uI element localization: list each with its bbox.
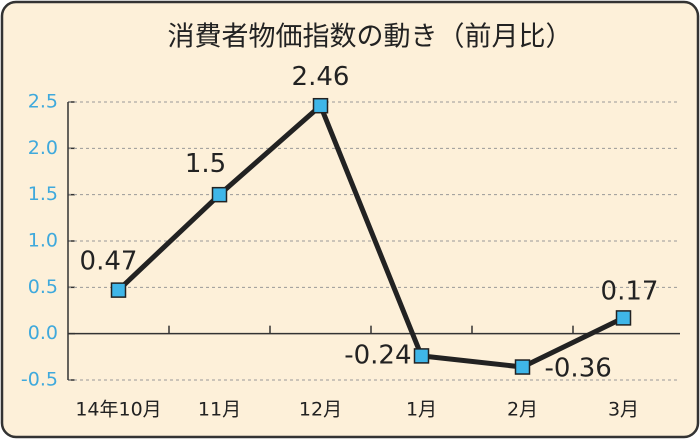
value-label: 1.5 (185, 149, 226, 179)
value-label: 0.47 (80, 247, 138, 277)
value-label: 0.17 (601, 276, 659, 306)
marker (110, 282, 127, 298)
y-tick-label: 1.5 (28, 183, 58, 205)
x-tick-label: 3月 (608, 399, 639, 421)
y-tick-label: -0.5 (21, 369, 58, 391)
y-tick-label: 0.5 (28, 276, 58, 298)
x-tick-label: 12月 (299, 399, 342, 421)
marker (211, 186, 228, 203)
y-tick-label: 1.0 (28, 230, 58, 252)
x-tick-label: 2月 (507, 399, 538, 421)
line (116, 103, 625, 370)
y-tick-label: 0.0 (28, 322, 58, 344)
y-tick-label: 2.5 (28, 91, 58, 113)
value-label: 2.46 (292, 62, 350, 92)
marker (413, 348, 430, 364)
value-label: -0.24 (344, 340, 411, 370)
value-label: -0.36 (545, 354, 612, 384)
y-tick-label: 2.0 (28, 137, 58, 159)
x-tick-label: 1月 (406, 399, 437, 421)
x-tick-label: 14年10月 (75, 399, 161, 421)
marker (312, 97, 329, 114)
marker (615, 310, 632, 326)
x-tick-label: 11月 (198, 399, 241, 421)
chart-title: 消費者物価指数の動き（前月比） (168, 22, 573, 53)
marker (514, 359, 531, 375)
